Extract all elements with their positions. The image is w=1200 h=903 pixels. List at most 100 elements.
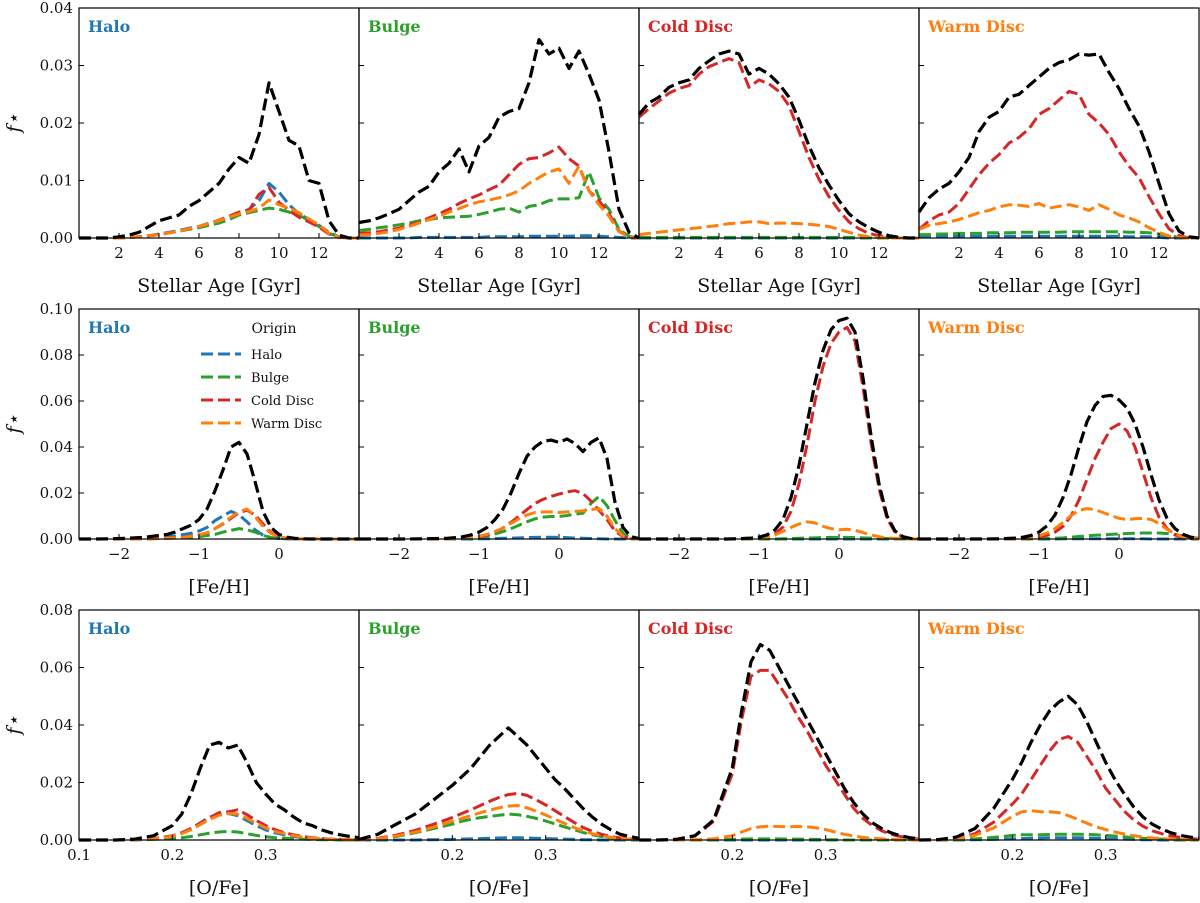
x-axis-label: [O/Fe] (469, 877, 529, 899)
series-line-cold-disc (79, 185, 359, 240)
x-axis-label: Stellar Age [Gyr] (977, 275, 1141, 297)
x-tick-label: 6 (474, 244, 484, 262)
y-tick-label: 0.02 (40, 114, 73, 132)
series-line-total (79, 740, 360, 842)
x-tick-label: 10 (269, 244, 288, 262)
x-tick-label: 12 (589, 244, 608, 262)
x-tick-label: −1 (468, 545, 490, 563)
x-tick-label: 0.2 (440, 846, 464, 864)
x-tick-label: −2 (668, 545, 690, 563)
panel-title-warm-disc: Warm Disc (927, 619, 1025, 638)
x-tick-label: −1 (748, 545, 770, 563)
panel-title-warm-disc: Warm Disc (927, 17, 1025, 36)
panel-title-bulge: Bulge (368, 318, 421, 337)
x-tick-label: 0.2 (720, 846, 744, 864)
panel-title-cold-disc: Cold Disc (648, 619, 733, 638)
series-line-total (639, 316, 920, 541)
x-tick-label: 0.3 (814, 846, 838, 864)
x-tick-label: −2 (108, 545, 130, 563)
y-tick-label: 0.02 (40, 774, 73, 792)
panel-title-bulge: Bulge (368, 619, 421, 638)
y-tick-label: 0.02 (40, 484, 73, 502)
x-tick-label: 6 (754, 244, 764, 262)
panel-frame (918, 609, 1200, 841)
x-axis-label: [Fe/H] (1028, 576, 1089, 598)
x-tick-label: 2 (674, 244, 684, 262)
y-tick-label: 0.06 (40, 392, 73, 410)
x-tick-label: −1 (188, 545, 210, 563)
y-tick-label: 0.04 (40, 438, 73, 456)
series-line-bulge (919, 230, 1199, 240)
series-line-warm-disc (79, 198, 359, 240)
x-tick-label: 4 (154, 244, 164, 262)
x-tick-label: 8 (514, 244, 524, 262)
x-tick-label: 8 (234, 244, 244, 262)
panel-frame (358, 308, 640, 540)
series-line-warm-disc (358, 164, 640, 240)
series-line-bulge (358, 812, 640, 842)
panel-title-halo: Halo (88, 318, 131, 337)
series-line-halo (359, 234, 639, 240)
legend-entry-warm-disc: Warm Disc (251, 417, 322, 432)
legend-entry-bulge: Bulge (251, 371, 289, 386)
y-tick-label: 0.00 (40, 229, 73, 247)
y-tick-label: 0.00 (40, 831, 73, 849)
y-tick-label: 0.08 (40, 601, 73, 619)
y-tick-label: 0.01 (40, 172, 73, 190)
panel-title-cold-disc: Cold Disc (648, 318, 733, 337)
x-tick-label: 8 (1074, 244, 1084, 262)
series-line-warm-disc (639, 824, 920, 842)
series-line-total (918, 694, 1200, 842)
x-tick-label: 10 (829, 244, 848, 262)
panel-title-bulge: Bulge (368, 17, 421, 36)
series-line-cold-disc (358, 791, 640, 842)
x-tick-label: 12 (869, 244, 888, 262)
series-line-warm-disc (359, 507, 640, 541)
x-tick-label: 8 (794, 244, 804, 262)
series-line-bulge (358, 170, 640, 240)
x-tick-label: −2 (388, 545, 410, 563)
series-line-warm-disc (358, 804, 640, 842)
x-tick-label: 0.3 (534, 846, 558, 864)
panel-frame (358, 609, 640, 841)
x-tick-label: −2 (948, 545, 970, 563)
legend-entry-cold-disc: Cold Disc (251, 394, 314, 409)
x-tick-label: 0 (834, 545, 844, 563)
series-line-cold-disc (639, 668, 920, 842)
y-axis-label: f⋆ (3, 715, 25, 736)
panel-title-halo: Halo (88, 619, 131, 638)
series-line-total (358, 37, 640, 240)
y-tick-label: 0.08 (40, 346, 73, 364)
x-axis-label: [Fe/H] (188, 576, 249, 598)
series-line-total (79, 440, 359, 541)
x-tick-label: 10 (1109, 244, 1128, 262)
x-axis-label: [O/Fe] (189, 877, 249, 899)
x-tick-label: 12 (309, 244, 328, 262)
x-tick-label: 10 (549, 244, 568, 262)
series-line-bulge (639, 235, 919, 240)
x-tick-label: 4 (714, 244, 724, 262)
series-line-warm-disc (79, 812, 360, 842)
x-tick-label: 2 (394, 244, 404, 262)
series-line-total (917, 52, 1200, 240)
x-axis-label: [Fe/H] (468, 576, 529, 598)
y-tick-label: 0.04 (40, 716, 73, 734)
x-tick-label: 6 (194, 244, 204, 262)
panel-title-warm-disc: Warm Disc (927, 318, 1025, 337)
x-tick-label: 4 (434, 244, 444, 262)
y-axis-label: f⋆ (3, 113, 25, 134)
x-axis-label: [O/Fe] (1029, 877, 1089, 899)
series-line-total (79, 81, 359, 240)
series-line-total (358, 726, 640, 841)
x-axis-label: Stellar Age [Gyr] (417, 275, 581, 297)
x-axis-label: Stellar Age [Gyr] (697, 275, 861, 297)
x-tick-label: 0.3 (254, 846, 278, 864)
series-line-warm-disc (638, 220, 919, 240)
x-tick-label: 0.3 (1094, 846, 1118, 864)
y-tick-label: 0.04 (40, 0, 73, 17)
series-line-warm-disc (918, 809, 1200, 842)
x-tick-label: 4 (994, 244, 1004, 262)
panel-frame (78, 7, 360, 239)
series-line-cold-disc (919, 735, 1200, 842)
series-line-bulge (359, 494, 640, 541)
